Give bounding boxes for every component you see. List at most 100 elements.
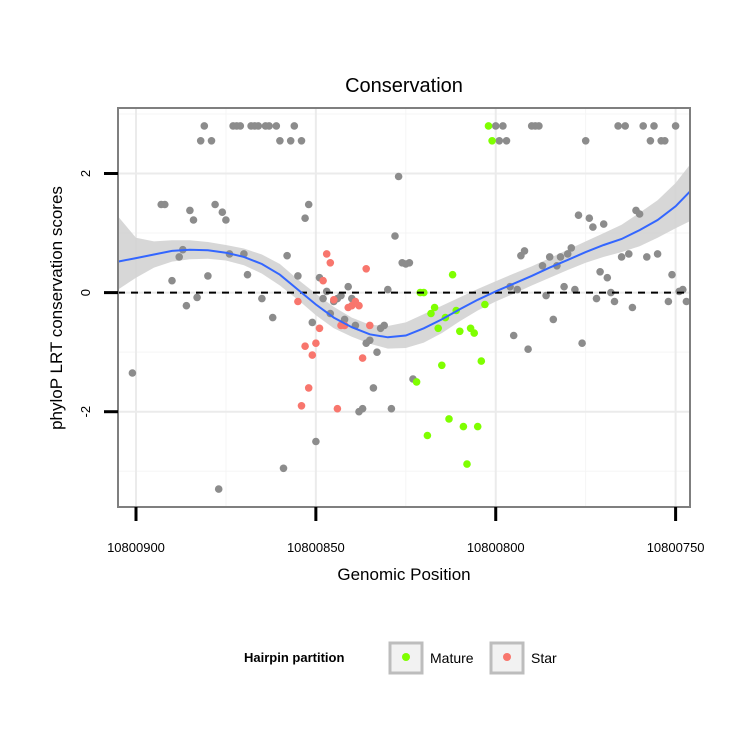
data-point-other [639, 122, 647, 130]
data-point-star [355, 301, 363, 310]
plot-panel-border-layer [117, 107, 691, 508]
data-point-other [168, 276, 176, 285]
data-point-other [563, 250, 572, 258]
data-point-other [643, 253, 651, 261]
data-point-mature [448, 270, 457, 279]
data-point-other [286, 137, 295, 145]
x-tick-label: 10800850 [287, 540, 345, 555]
data-point-mature [438, 361, 446, 370]
data-point-other [236, 122, 245, 130]
data-point-other [337, 291, 345, 300]
data-point-other [189, 216, 198, 224]
data-point-other [268, 313, 277, 322]
data-point-mature [484, 122, 493, 130]
data-point-other [391, 232, 399, 240]
data-point-other [204, 272, 212, 280]
data-point-other [560, 282, 568, 291]
data-point-other [344, 282, 353, 291]
data-point-other [304, 200, 313, 209]
data-point-other [211, 200, 219, 209]
data-point-other [254, 122, 263, 130]
data-point-other [578, 339, 586, 348]
data-point-other [491, 122, 500, 130]
data-point-other [661, 137, 669, 145]
data-point-other [617, 253, 626, 261]
data-point-star [330, 296, 338, 304]
legend-key-star-box [489, 641, 525, 675]
plot-panel-border [117, 107, 691, 508]
data-point-other [384, 285, 392, 294]
data-point-mature [463, 460, 471, 468]
data-point-star [322, 250, 331, 258]
x-tick-label: 10800800 [467, 540, 525, 555]
data-point-other [380, 321, 389, 330]
data-point-mature [445, 415, 453, 423]
data-point-other [243, 270, 252, 279]
data-point-other [322, 287, 331, 296]
data-point-other [294, 272, 302, 280]
data-point-other [535, 122, 543, 130]
data-point-other [222, 216, 230, 224]
data-point-other [290, 122, 299, 130]
data-point-mature [427, 309, 435, 318]
legend-label-mature: Mature [430, 650, 474, 666]
data-point-star [304, 384, 313, 392]
data-point-star [319, 276, 327, 285]
data-point-other [258, 294, 266, 303]
data-point-other [538, 262, 547, 270]
scatter-points [128, 122, 691, 493]
data-point-other [301, 214, 309, 222]
data-point-other [509, 331, 518, 340]
data-point-star [362, 265, 371, 273]
data-point-mature [434, 324, 443, 333]
data-point-other [585, 214, 594, 222]
data-point-other [635, 210, 644, 218]
data-point-other [542, 291, 550, 300]
data-point-other [625, 250, 633, 258]
data-point-other [175, 253, 183, 261]
legend-key-mature [402, 653, 410, 661]
data-point-star [312, 339, 320, 348]
data-point-other [161, 200, 169, 209]
x-tick-label: 10800900 [107, 540, 165, 555]
y-axis-title: phyloP LRT conservation scores [47, 186, 66, 430]
data-point-other [589, 223, 597, 231]
data-point-other [668, 270, 676, 279]
data-point-other [650, 122, 658, 130]
y-tick-label: 2 [78, 170, 93, 177]
data-point-other [574, 211, 583, 219]
data-point-other [513, 285, 522, 294]
data-point-star [308, 351, 317, 359]
data-point-other [265, 122, 273, 130]
data-point-other [196, 137, 205, 145]
plot-panel-background [118, 108, 690, 507]
y-tick-label: 0 [78, 289, 93, 296]
data-point-other [218, 208, 227, 216]
data-point-star [333, 404, 342, 413]
x-tick-label: 10800750 [647, 540, 705, 555]
data-point-other [653, 250, 662, 258]
plot-panel [118, 108, 690, 507]
data-point-other [679, 285, 687, 294]
data-point-other [596, 268, 604, 276]
data-point-other [610, 297, 619, 306]
data-point-mature [477, 357, 486, 365]
x-axis-title: Genomic Position [337, 565, 470, 584]
data-point-mature [456, 327, 464, 336]
data-point-other [499, 122, 507, 130]
data-point-star [326, 259, 335, 267]
data-point-star [301, 342, 309, 351]
data-point-other [193, 293, 201, 302]
data-point-other [682, 297, 691, 306]
legend: Hairpin partition Mature Star [244, 641, 557, 675]
data-point-mature [412, 378, 421, 386]
smooth-line [117, 190, 691, 339]
data-point-other [607, 288, 615, 297]
data-point-star [297, 402, 306, 410]
data-point-other [592, 294, 601, 303]
x-axis: 10800900 10800850 10800800 10800750 [107, 507, 705, 555]
data-point-other [664, 297, 673, 306]
data-point-star [294, 297, 302, 306]
data-point-other [373, 348, 381, 357]
